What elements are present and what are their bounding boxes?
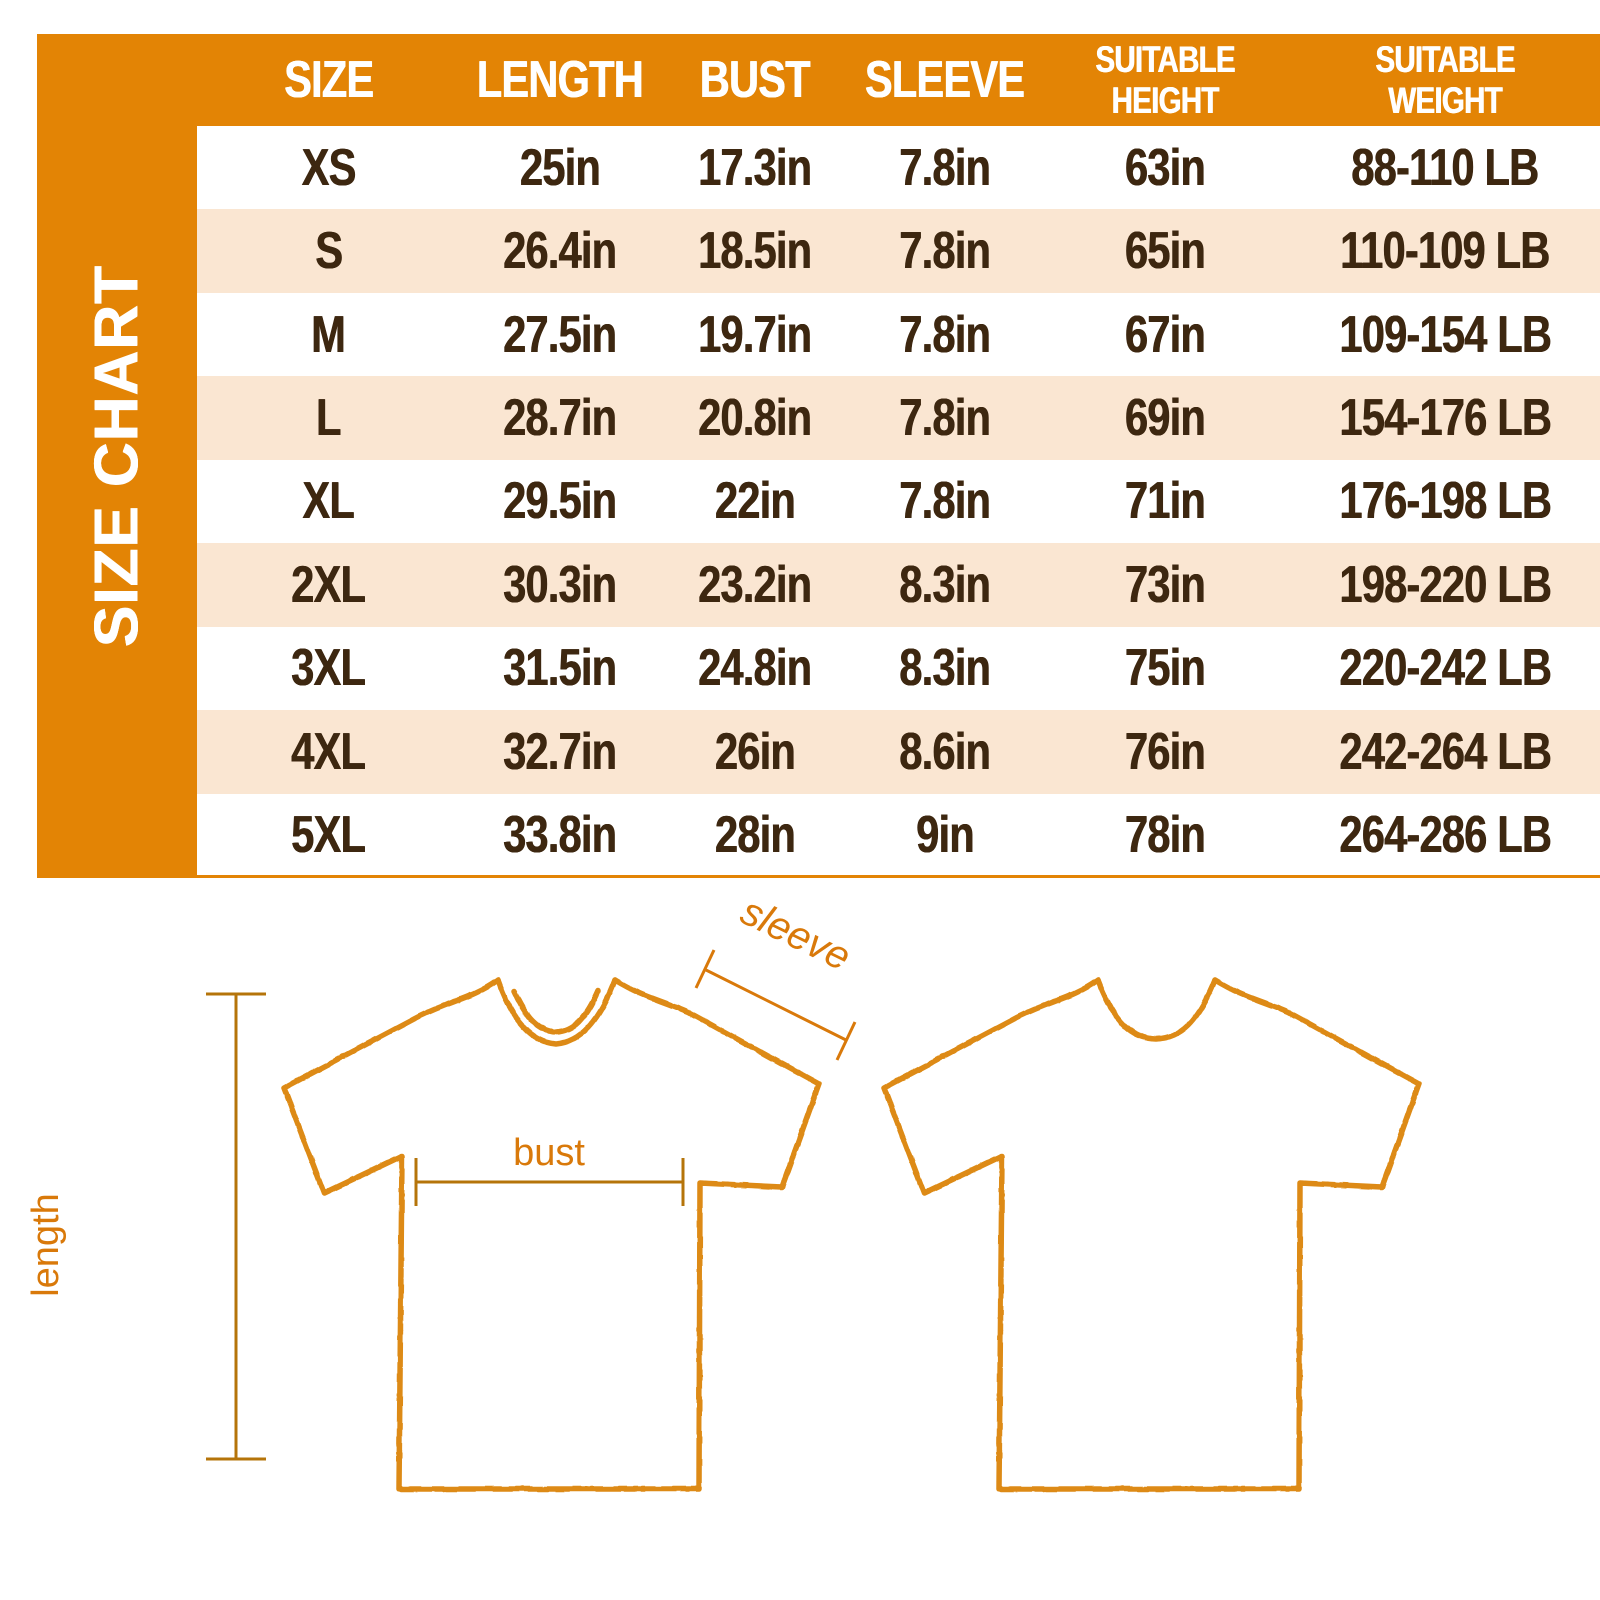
svg-text:sleeve: sleeve [734, 900, 857, 979]
svg-text:length: length [25, 1193, 67, 1297]
svg-text:bust: bust [513, 1132, 585, 1174]
